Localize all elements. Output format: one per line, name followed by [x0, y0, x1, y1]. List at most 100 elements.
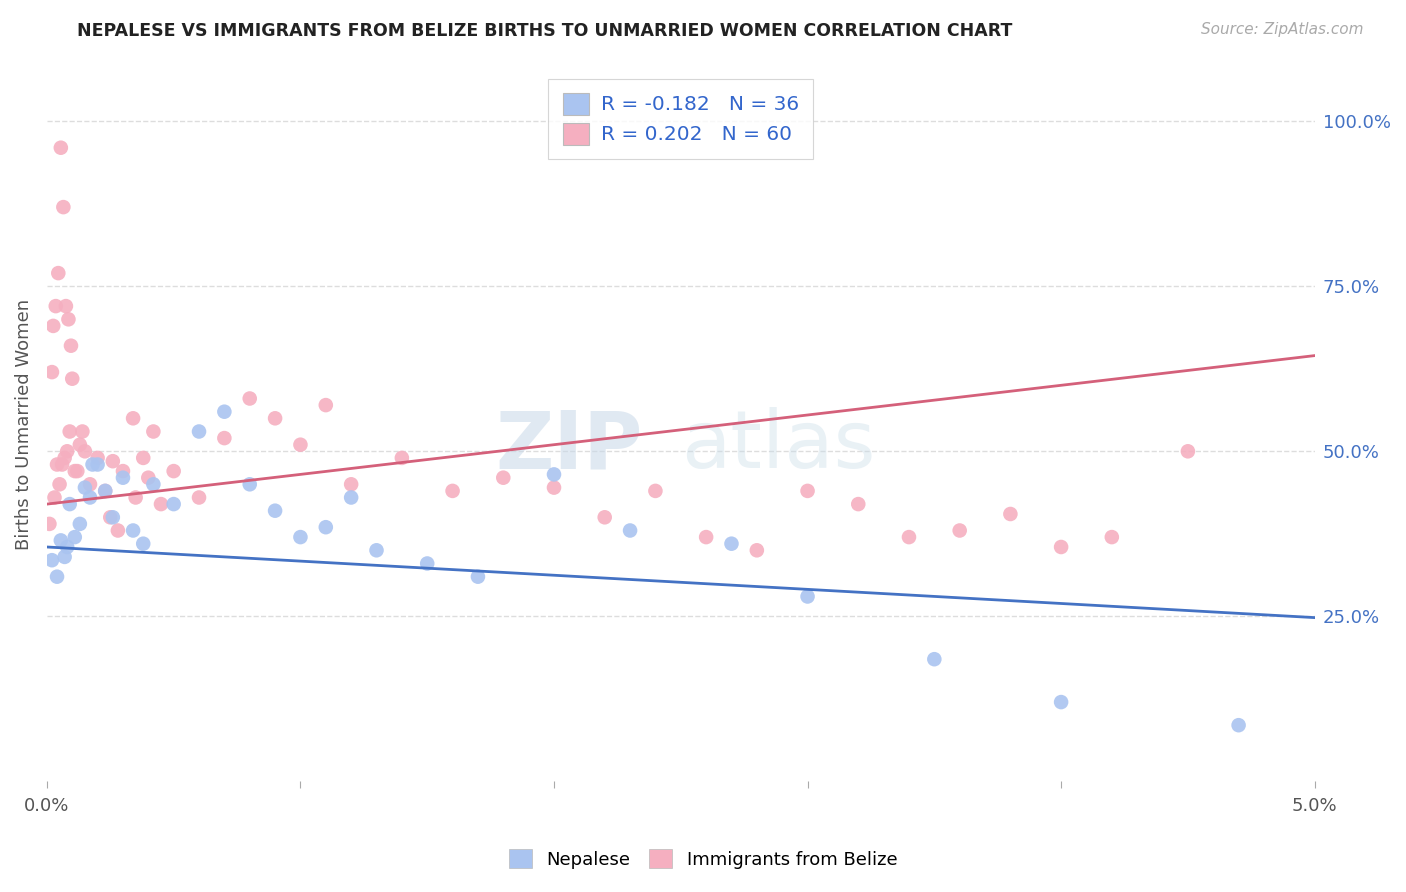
Point	[56, 540, 79, 554]
Point	[69, 516, 91, 531]
Point	[644, 483, 666, 498]
Point	[82, 458, 104, 472]
Text: Source: ZipAtlas.com: Source: ZipAtlas.com	[1201, 22, 1364, 37]
Point	[49, 141, 72, 155]
Point	[467, 570, 489, 584]
Point	[142, 425, 165, 439]
Point	[1177, 444, 1199, 458]
Point	[150, 497, 173, 511]
Text: atlas: atlas	[681, 408, 875, 485]
Point	[136, 471, 159, 485]
Point	[1101, 530, 1123, 544]
Point	[745, 543, 768, 558]
Point	[543, 467, 565, 482]
Point	[46, 458, 69, 472]
Point	[846, 497, 869, 511]
Point	[949, 524, 972, 538]
Point	[315, 520, 337, 534]
Point	[44, 491, 66, 505]
Point	[59, 497, 82, 511]
Point	[46, 570, 69, 584]
Point	[101, 454, 124, 468]
Point	[720, 537, 742, 551]
Point	[239, 477, 262, 491]
Point	[45, 299, 67, 313]
Point	[391, 450, 413, 465]
Point	[60, 372, 83, 386]
Point	[142, 477, 165, 491]
Point	[315, 398, 337, 412]
Point	[63, 530, 86, 544]
Point	[796, 483, 818, 498]
Point	[188, 491, 211, 505]
Point	[122, 411, 145, 425]
Point	[264, 411, 287, 425]
Legend: Nepalese, Immigrants from Belize: Nepalese, Immigrants from Belize	[502, 842, 904, 876]
Legend: R = -0.182   N = 36, R = 0.202   N = 60: R = -0.182 N = 36, R = 0.202 N = 60	[548, 78, 813, 159]
Point	[38, 516, 60, 531]
Point	[188, 425, 211, 439]
Point	[58, 312, 80, 326]
Point	[59, 339, 82, 353]
Point	[101, 510, 124, 524]
Point	[264, 504, 287, 518]
Point	[132, 537, 155, 551]
Point	[86, 458, 108, 472]
Point	[163, 464, 186, 478]
Point	[543, 481, 565, 495]
Point	[72, 425, 94, 439]
Point	[239, 392, 262, 406]
Point	[46, 266, 69, 280]
Point	[492, 471, 515, 485]
Point	[79, 491, 101, 505]
Point	[1227, 718, 1250, 732]
Point	[593, 510, 616, 524]
Point	[51, 458, 73, 472]
Text: NEPALESE VS IMMIGRANTS FROM BELIZE BIRTHS TO UNMARRIED WOMEN CORRELATION CHART: NEPALESE VS IMMIGRANTS FROM BELIZE BIRTH…	[77, 22, 1012, 40]
Point	[56, 444, 79, 458]
Point	[1050, 540, 1073, 554]
Point	[73, 444, 96, 458]
Point	[41, 365, 63, 379]
Point	[55, 299, 77, 313]
Point	[86, 450, 108, 465]
Point	[53, 549, 76, 564]
Point	[214, 405, 236, 419]
Text: ZIP: ZIP	[495, 408, 643, 485]
Point	[695, 530, 717, 544]
Point	[52, 200, 75, 214]
Point	[441, 483, 464, 498]
Point	[41, 553, 63, 567]
Point	[42, 318, 65, 333]
Point	[63, 464, 86, 478]
Point	[53, 450, 76, 465]
Point	[69, 438, 91, 452]
Point	[94, 483, 117, 498]
Point	[897, 530, 920, 544]
Point	[49, 533, 72, 548]
Point	[796, 590, 818, 604]
Point	[66, 464, 89, 478]
Point	[1050, 695, 1073, 709]
Point	[59, 425, 82, 439]
Point	[619, 524, 641, 538]
Point	[340, 491, 363, 505]
Point	[416, 557, 439, 571]
Point	[132, 450, 155, 465]
Y-axis label: Births to Unmarried Women: Births to Unmarried Women	[15, 300, 32, 550]
Point	[290, 438, 312, 452]
Point	[111, 464, 134, 478]
Point	[107, 524, 129, 538]
Point	[124, 491, 146, 505]
Point	[290, 530, 312, 544]
Point	[48, 477, 70, 491]
Point	[94, 483, 117, 498]
Point	[111, 471, 134, 485]
Point	[163, 497, 186, 511]
Point	[98, 510, 121, 524]
Point	[924, 652, 946, 666]
Point	[366, 543, 388, 558]
Point	[79, 477, 101, 491]
Point	[73, 481, 96, 495]
Point	[1000, 507, 1022, 521]
